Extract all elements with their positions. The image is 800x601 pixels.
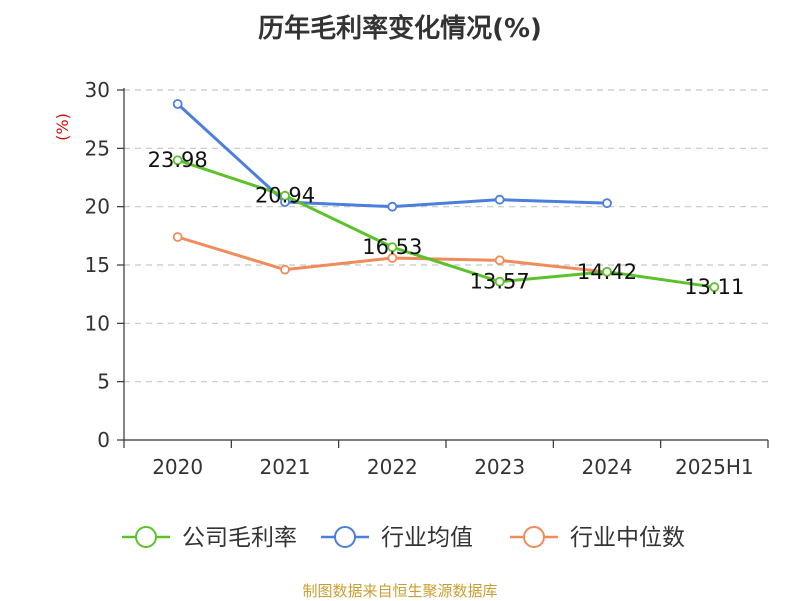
data-point: [387, 242, 398, 253]
series-points: [172, 99, 720, 292]
data-labels: 23.98 20.94 16.53 13.57 14.42 13.11: [148, 148, 745, 299]
x-tick-label: 2024: [582, 455, 633, 479]
x-tick-labels: 2020 2021 2022 2023 2024 2025H1: [152, 455, 753, 479]
data-label: 20.94: [255, 184, 315, 208]
y-tick-label: 30: [85, 78, 110, 102]
legend-marker: [334, 526, 356, 548]
axes: [117, 88, 769, 448]
x-tick-label: 2022: [367, 455, 418, 479]
y-tick-label: 15: [85, 253, 110, 277]
data-point: [602, 198, 612, 209]
legend-marker: [135, 526, 157, 548]
y-tick-label: 10: [85, 311, 110, 335]
y-tick-label: 0: [97, 428, 110, 452]
data-point: [387, 253, 398, 263]
legend-marker: [523, 526, 545, 548]
series-line-0: [177, 158, 715, 289]
legend-label: 行业中位数: [570, 525, 685, 551]
source-note: 制图数据来自恒生聚源数据库: [302, 582, 498, 600]
data-point: [172, 99, 183, 109]
data-point: [494, 255, 505, 266]
data-label: 14.42: [577, 260, 637, 284]
data-label: 16.53: [362, 235, 422, 259]
data-point: [494, 276, 505, 287]
grid-lines: [124, 89, 768, 383]
y-tick-labels: 0 5 10 15 20 25 30: [85, 78, 110, 452]
y-tick-label: 20: [85, 195, 110, 219]
legend-label: 公司毛利率: [182, 525, 297, 551]
data-label: 23.98: [148, 148, 208, 172]
data-point: [494, 194, 505, 205]
y-tick-label: 25: [85, 136, 110, 160]
legend: 公司毛利率 行业均值 行业中位数: [122, 525, 685, 551]
x-tick-label: 2021: [260, 455, 311, 479]
x-tick-label: 2023: [474, 455, 525, 479]
data-point: [280, 264, 290, 275]
data-label: 13.11: [684, 275, 744, 299]
data-point: [172, 232, 183, 242]
y-tick-label: 5: [97, 370, 110, 394]
data-label: 13.57: [470, 270, 530, 294]
data-point: [709, 282, 720, 292]
y-axis-label: (%): [53, 113, 72, 141]
series-line-1: [176, 102, 608, 209]
x-tick-label: 2020: [152, 455, 203, 479]
data-point: [172, 155, 183, 166]
legend-label: 行业均值: [381, 525, 473, 551]
data-point: [602, 266, 612, 277]
data-point: [387, 201, 398, 212]
data-point: [280, 190, 290, 201]
x-tick-label: 2025H1: [675, 455, 754, 479]
chart-title: 历年毛利率变化情况(%): [258, 14, 542, 44]
